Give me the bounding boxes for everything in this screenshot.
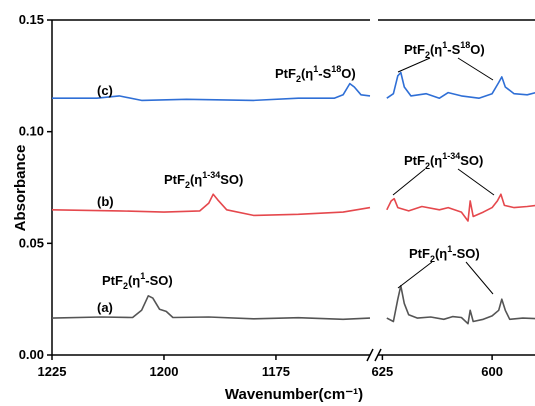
y-tick-label: 0.00 [19,347,44,362]
x-tick-label: 1175 [262,364,290,379]
plot-frame [51,19,535,362]
axis-break-mark-1 [366,348,374,362]
x-tick-label: 1200 [150,364,179,379]
x-axis-ticks: 1225 1200 1175 625 600 [38,355,503,379]
leader-c-2 [457,57,494,81]
annotation-leaders [392,57,495,295]
axis-break-mark-2 [374,348,382,362]
series-line-b-segment2 [386,193,535,222]
series-layer [51,71,535,325]
annotation-b-right: PtF2(η1-34SO) [404,151,483,171]
leader-c-1 [397,57,431,73]
series-label-a: (a) [97,300,113,315]
y-axis-ticks: 0.00 0.05 0.10 0.15 [19,12,52,362]
series-line-a-segment1 [51,294,371,321]
x-tick-label: 600 [481,364,503,379]
y-tick-label: 0.15 [19,12,44,27]
series-line-b-segment1 [51,193,371,217]
annotation-b-left: PtF2(η1-34SO) [164,170,243,190]
x-axis-title: Wavenumber(cm⁻¹) [225,386,363,403]
series-line-c-segment2 [386,71,535,99]
series-label-b: (b) [97,194,114,209]
leader-a-1 [397,261,433,289]
annotation-a-left: PtF2(η1-SO) [102,271,173,291]
leader-a-2 [465,261,494,295]
x-tick-label: 1225 [38,364,67,379]
series-line-a-segment2 [386,284,535,325]
y-tick-label: 0.10 [19,124,44,139]
annotation-c-right: PtF2(η1-S18O) [404,40,485,60]
y-tick-label: 0.05 [19,235,44,250]
y-axis-title: Absorbance [12,145,29,232]
leader-b-1 [392,168,426,196]
annotation-a-right: PtF2(η1-SO) [409,244,480,264]
leader-b-2 [457,168,495,196]
series-line-c-segment1 [52,82,371,102]
x-tick-label: 625 [372,364,394,379]
series-label-c: (c) [97,83,113,98]
annotation-c-left: PtF2(η1-S18O) [275,64,356,84]
